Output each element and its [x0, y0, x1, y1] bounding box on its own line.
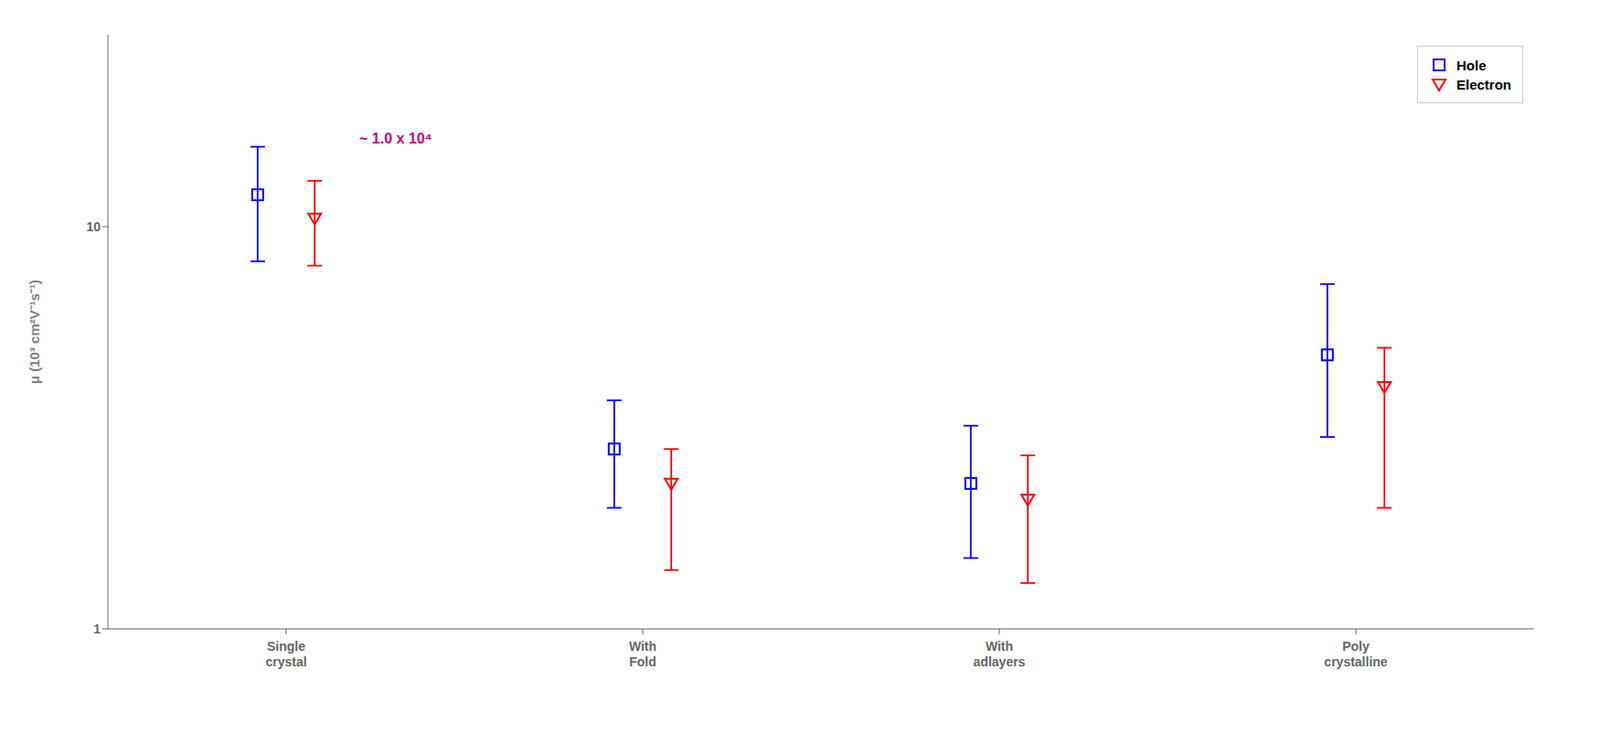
- svg-text:Polycrystalline: Polycrystalline: [1323, 639, 1387, 670]
- html-text:Hole: Hole: [1456, 57, 1487, 73]
- svg-text:Singlecrystal: Singlecrystal: [265, 639, 307, 670]
- svg-text:WithFold: WithFold: [629, 639, 657, 670]
- svg-text:10: 10: [85, 219, 101, 235]
- svg-text:Withadlayers: Withadlayers: [973, 639, 1026, 670]
- html-text:~ 1.0 x 10⁴: ~ 1.0 x 10⁴: [359, 130, 432, 147]
- html-text:Electron: Electron: [1456, 76, 1512, 92]
- svg-text:1: 1: [93, 621, 101, 637]
- svg-text:μ (10³ cm²V⁻¹s⁻¹): μ (10³ cm²V⁻¹s⁻¹): [26, 279, 43, 384]
